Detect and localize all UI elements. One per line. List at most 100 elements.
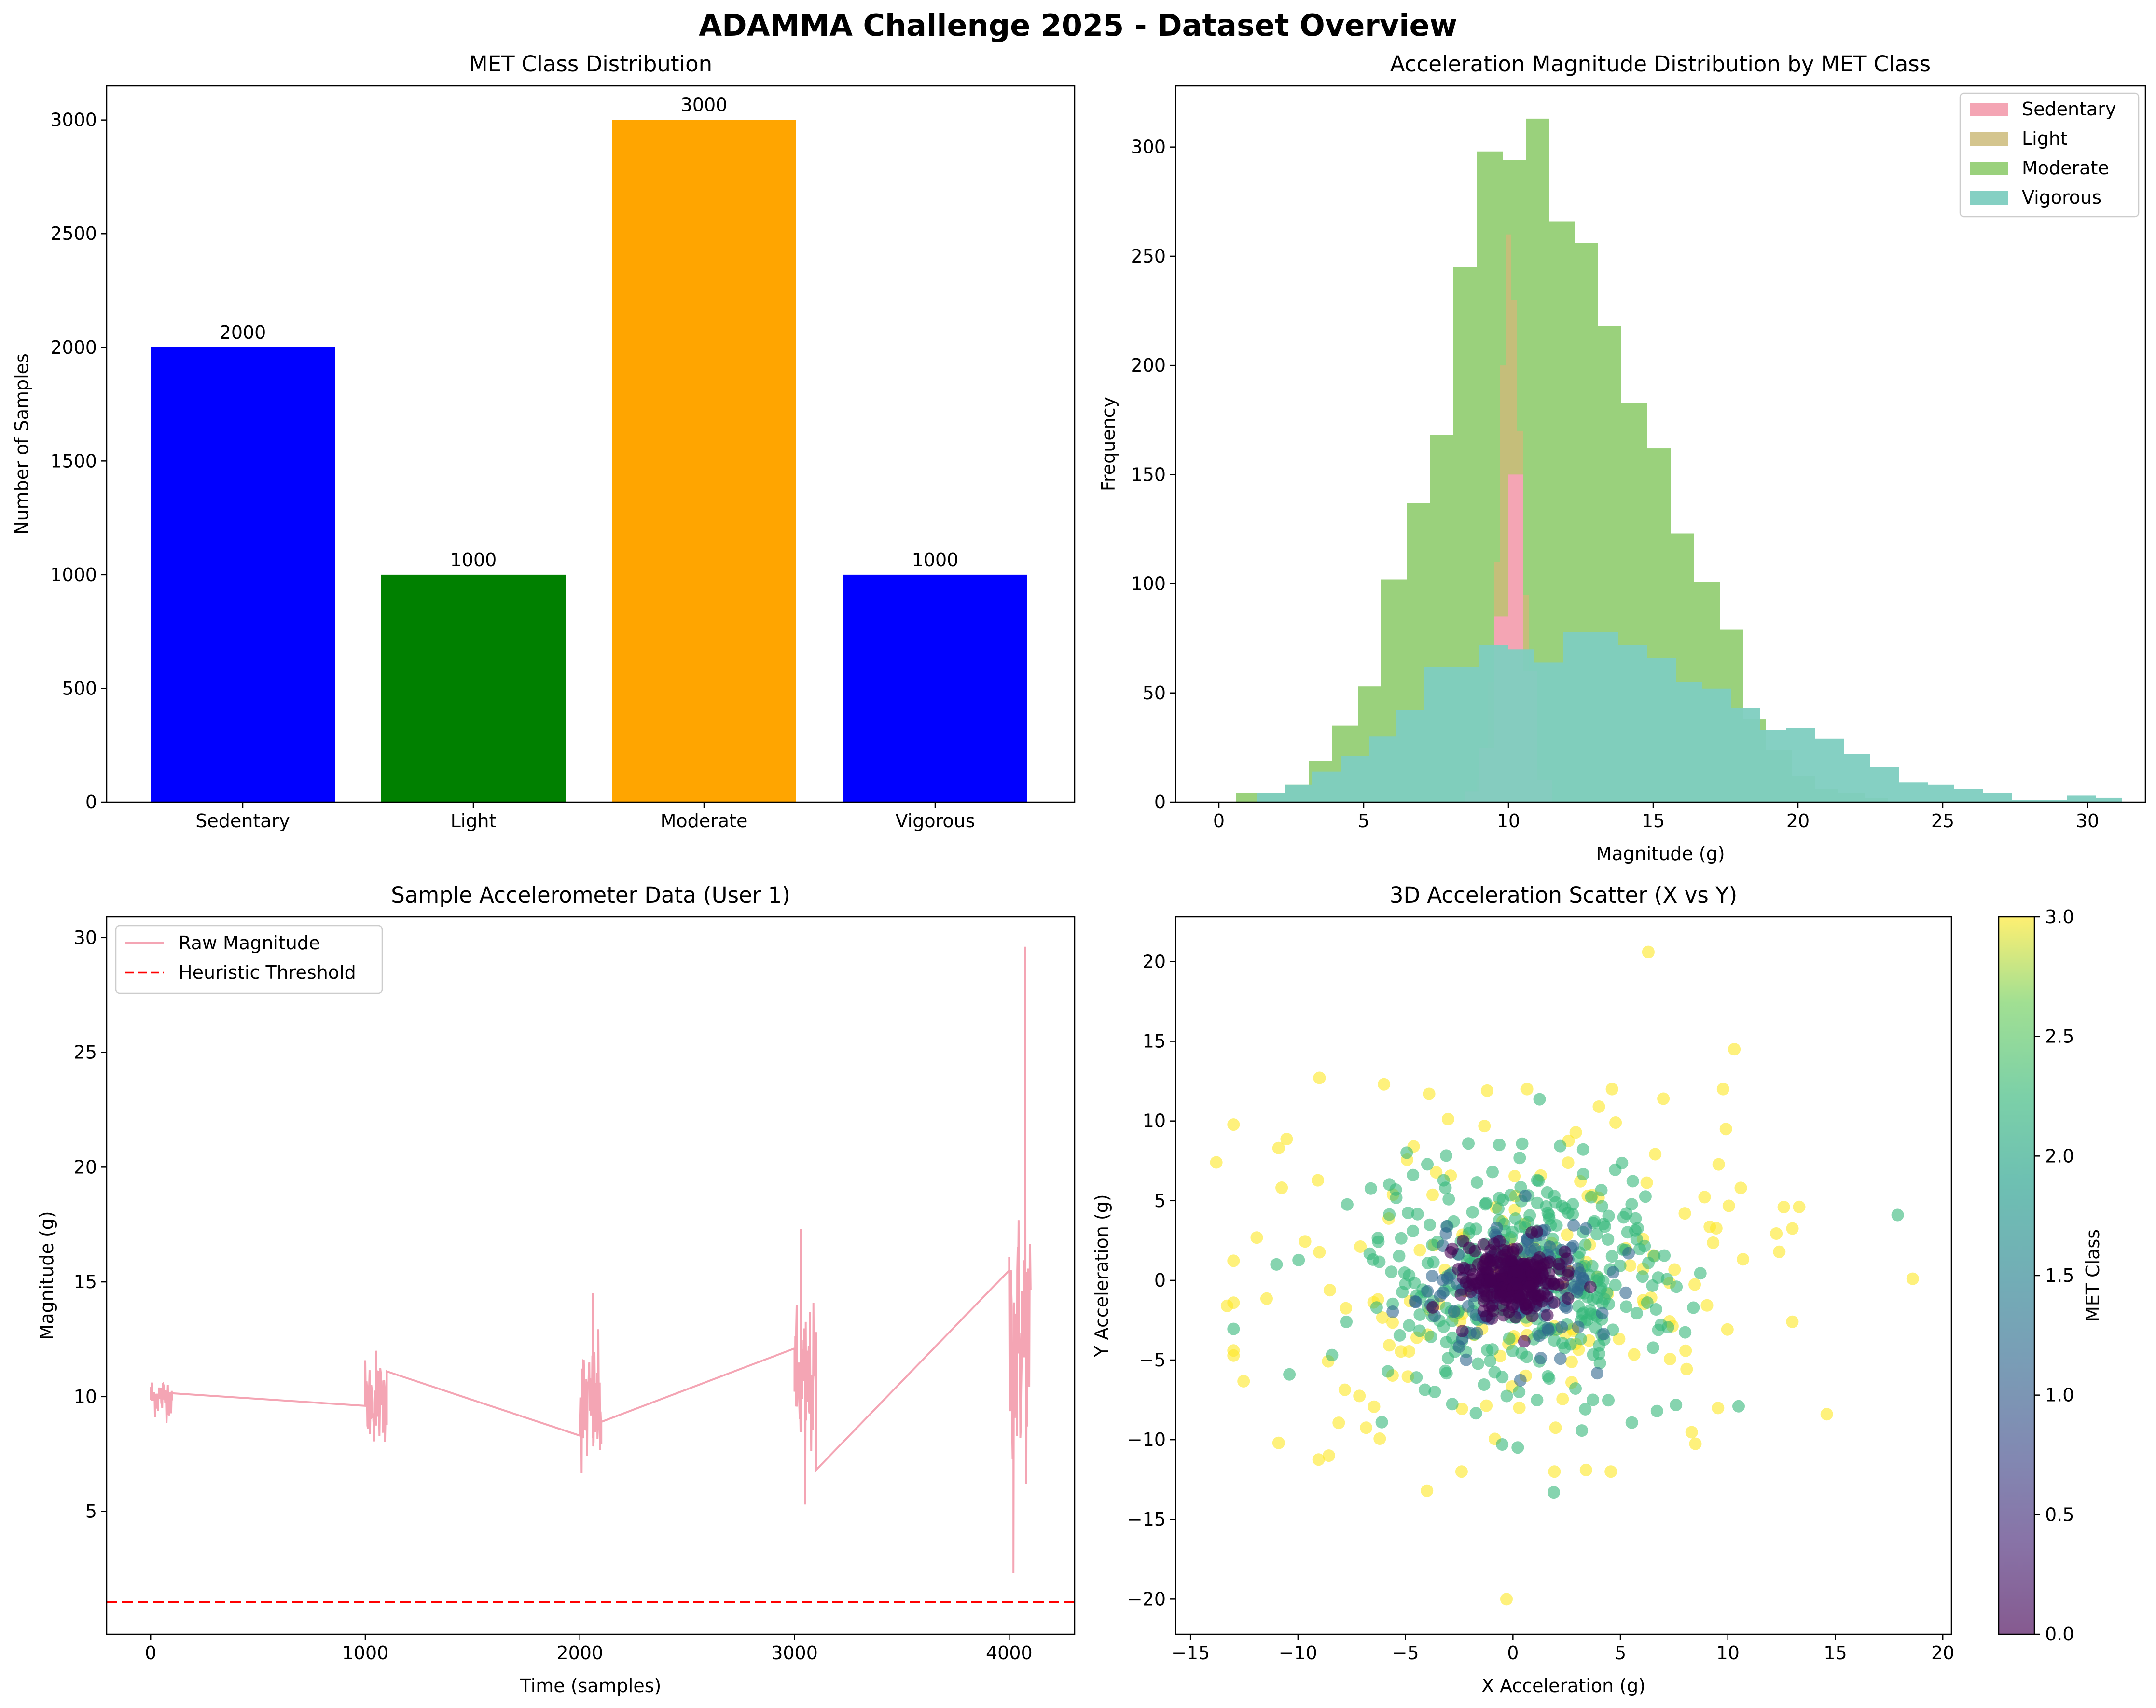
hist-bar-vigorous (1676, 682, 1702, 802)
scatter-point (1687, 1301, 1700, 1314)
scatter-point (1312, 1174, 1325, 1187)
scatter-point (1516, 1137, 1529, 1150)
scatter-point (1437, 1286, 1450, 1299)
scatter-point (1520, 1083, 1534, 1096)
scatter-point (1574, 1333, 1587, 1346)
scatter-point (1737, 1253, 1750, 1266)
scatter-point (1670, 1280, 1683, 1293)
scatter-point (1660, 1273, 1673, 1286)
scatter-point (1630, 1307, 1643, 1320)
scatter-point (1595, 1200, 1608, 1213)
scatter-point (1440, 1149, 1452, 1162)
scatter-point (1556, 1337, 1569, 1350)
hist-bar-vigorous (1899, 782, 1928, 802)
scatter-point (1313, 1246, 1326, 1259)
scatter-point (1341, 1198, 1354, 1211)
x-tick-label: 0 (1507, 1642, 1519, 1664)
scatter-point (1463, 1241, 1476, 1254)
scatter-point (1770, 1227, 1783, 1240)
scatter-point (1549, 1421, 1562, 1434)
scatter-point (1493, 1139, 1506, 1152)
scatter-point (1670, 1399, 1683, 1411)
scatter-point (1594, 1284, 1607, 1297)
scatter-point (1621, 1226, 1634, 1239)
scatter-point (1719, 1123, 1732, 1136)
scatter-point (1604, 1465, 1617, 1478)
x-tick-label: −10 (1279, 1642, 1317, 1664)
colorbar-label: MET Class (2082, 1229, 2103, 1322)
scatter-point (1509, 1212, 1522, 1225)
scatter-point (1519, 1189, 1532, 1202)
hist-bar-vigorous (1396, 710, 1424, 802)
scatter-point (1526, 1309, 1539, 1322)
scatter-point (1773, 1245, 1786, 1258)
scatter-point (1478, 1378, 1491, 1391)
x-tick-label: 20 (1931, 1642, 1954, 1664)
hist-bar-vigorous (1369, 736, 1396, 802)
scatter-point (1556, 1392, 1569, 1405)
scatter-point (1227, 1322, 1240, 1335)
x-tick-label: 3000 (771, 1642, 818, 1664)
x-axis-label: Magnitude (g) (1596, 843, 1725, 864)
scatter-point (1481, 1344, 1494, 1357)
x-tick-label: 0 (145, 1642, 156, 1664)
legend-label: Sedentary (2022, 98, 2116, 120)
scatter-point (1531, 1196, 1544, 1209)
scatter-point (1462, 1137, 1475, 1150)
scatter-point (1326, 1348, 1339, 1361)
scatter-point (1364, 1182, 1377, 1195)
chart-title: Acceleration Magnitude Distribution by M… (1390, 51, 1931, 77)
scatter-point (1400, 1146, 1413, 1159)
y-tick-label: 10 (1143, 1111, 1166, 1132)
scatter-point (1505, 1254, 1518, 1267)
scatter-point (1487, 1254, 1500, 1267)
scatter-point (1227, 1349, 1240, 1362)
scatter-point (1734, 1181, 1747, 1194)
scatter-point (1210, 1156, 1223, 1169)
colorbar-tick-label: 1.5 (2045, 1265, 2074, 1286)
scatter-point (1338, 1383, 1351, 1396)
scatter-point (1596, 1307, 1609, 1320)
scatter-point (1368, 1400, 1381, 1413)
scatter-point (1460, 1353, 1473, 1366)
y-tick-label: 250 (1131, 246, 1166, 267)
scatter-point (1572, 1320, 1585, 1333)
scatter-point (1386, 1316, 1399, 1329)
scatter-point (1270, 1258, 1283, 1271)
scatter-point (1411, 1208, 1424, 1221)
y-tick-label: 5 (85, 1501, 97, 1522)
scatter-point (1657, 1092, 1670, 1105)
bar-vigorous (843, 574, 1027, 802)
scatter-point (1543, 1255, 1556, 1268)
hist-bar-vigorous (1453, 667, 1479, 802)
scatter-point (1514, 1374, 1527, 1387)
colorbar-tick-label: 1.0 (2045, 1385, 2074, 1406)
scatter-point (1555, 1321, 1568, 1333)
hist-bar-vigorous (2096, 797, 2122, 802)
scatter-point (1421, 1285, 1434, 1298)
scatter-point (1442, 1193, 1455, 1206)
scatter-point (1712, 1402, 1725, 1415)
scatter-point (1383, 1208, 1396, 1221)
scatter-point (1786, 1222, 1799, 1235)
scatter-point (1654, 1319, 1667, 1332)
legend-swatch (1970, 132, 2008, 146)
scatter-point (1680, 1362, 1693, 1375)
scatter-point (1548, 1486, 1560, 1499)
legend-label: Raw Magnitude (179, 932, 320, 954)
hist-bar-vigorous (1341, 756, 1369, 802)
scatter-point (1567, 1219, 1580, 1232)
scatter-point (1386, 1305, 1399, 1318)
scatter-point (1478, 1120, 1491, 1133)
x-tick-label: Vigorous (895, 810, 975, 832)
y-tick-label: −5 (1139, 1349, 1166, 1371)
scatter-point (1466, 1206, 1479, 1219)
scatter-point (1220, 1299, 1233, 1312)
scatter-point (1469, 1407, 1482, 1420)
scatter-point (1541, 1370, 1554, 1383)
scatter-point (1668, 1263, 1681, 1276)
scatter-point (1275, 1181, 1288, 1194)
x-tick-label: 15 (1824, 1642, 1847, 1664)
scatter-point (1421, 1257, 1434, 1270)
scatter-point (1732, 1400, 1745, 1413)
